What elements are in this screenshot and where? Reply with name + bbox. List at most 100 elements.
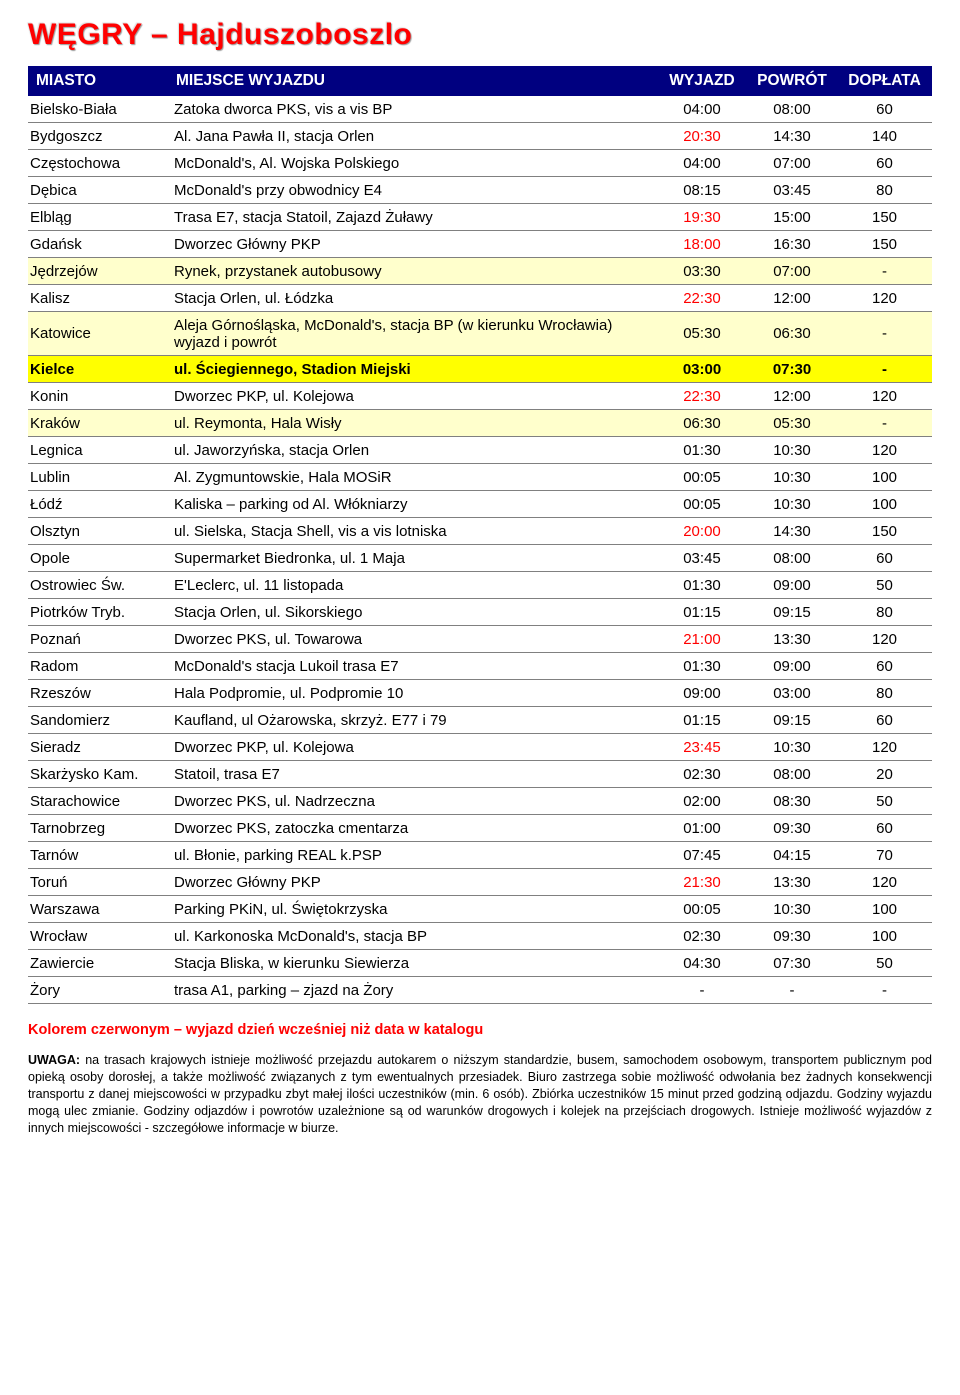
- cell-doplata: 120: [837, 437, 932, 464]
- cell-miasto: Sieradz: [28, 734, 168, 761]
- table-row: ElblągTrasa E7, stacja Statoil, Zajazd Ż…: [28, 204, 932, 231]
- cell-powrot: 03:00: [747, 680, 837, 707]
- cell-doplata: 100: [837, 923, 932, 950]
- cell-miasto: Piotrków Tryb.: [28, 599, 168, 626]
- cell-powrot: 10:30: [747, 896, 837, 923]
- cell-miejsce: trasa A1, parking – zjazd na Żory: [168, 977, 657, 1004]
- cell-miejsce: E'Leclerc, ul. 11 listopada: [168, 572, 657, 599]
- cell-powrot: 07:00: [747, 150, 837, 177]
- table-row: KaliszStacja Orlen, ul. Łódzka22:3012:00…: [28, 285, 932, 312]
- cell-wyjazd: 23:45: [657, 734, 747, 761]
- table-row: TarnobrzegDworzec PKS, zatoczka cmentarz…: [28, 815, 932, 842]
- cell-doplata: 100: [837, 896, 932, 923]
- cell-powrot: 09:30: [747, 815, 837, 842]
- cell-miejsce: Stacja Bliska, w kierunku Siewierza: [168, 950, 657, 977]
- cell-miasto: Warszawa: [28, 896, 168, 923]
- cell-miasto: Kraków: [28, 410, 168, 437]
- cell-miasto: Kalisz: [28, 285, 168, 312]
- cell-wyjazd: 09:00: [657, 680, 747, 707]
- cell-miasto: Skarżysko Kam.: [28, 761, 168, 788]
- col-miejsce: MIEJSCE WYJAZDU: [168, 66, 657, 96]
- cell-miasto: Kielce: [28, 356, 168, 383]
- cell-miejsce: Stacja Orlen, ul. Łódzka: [168, 285, 657, 312]
- table-body: Bielsko-BiałaZatoka dworca PKS, vis a vi…: [28, 96, 932, 1004]
- cell-powrot: 03:45: [747, 177, 837, 204]
- cell-powrot: 07:00: [747, 258, 837, 285]
- cell-miejsce: McDonald's przy obwodnicy E4: [168, 177, 657, 204]
- cell-miejsce: Kaliska – parking od Al. Włókniarzy: [168, 491, 657, 518]
- cell-miejsce: Dworzec PKS, ul. Nadrzeczna: [168, 788, 657, 815]
- cell-miasto: Lublin: [28, 464, 168, 491]
- cell-doplata: 140: [837, 123, 932, 150]
- cell-powrot: 09:30: [747, 923, 837, 950]
- cell-miejsce: Al. Jana Pawła II, stacja Orlen: [168, 123, 657, 150]
- cell-doplata: 50: [837, 950, 932, 977]
- cell-miasto: Olsztyn: [28, 518, 168, 545]
- cell-miasto: Poznań: [28, 626, 168, 653]
- col-miasto: MIASTO: [28, 66, 168, 96]
- table-row: Piotrków Tryb.Stacja Orlen, ul. Sikorski…: [28, 599, 932, 626]
- cell-miejsce: Dworzec Główny PKP: [168, 231, 657, 258]
- cell-wyjazd: 03:45: [657, 545, 747, 572]
- cell-doplata: -: [837, 258, 932, 285]
- cell-wyjazd: 04:30: [657, 950, 747, 977]
- cell-wyjazd: 05:30: [657, 312, 747, 356]
- cell-powrot: 12:00: [747, 383, 837, 410]
- cell-doplata: 60: [837, 150, 932, 177]
- table-row: LublinAl. Zygmuntowskie, Hala MOSiR00:05…: [28, 464, 932, 491]
- cell-wyjazd: 08:15: [657, 177, 747, 204]
- cell-miasto: Toruń: [28, 869, 168, 896]
- table-row: Ostrowiec Św.E'Leclerc, ul. 11 listopada…: [28, 572, 932, 599]
- cell-powrot: 14:30: [747, 518, 837, 545]
- table-row: WarszawaParking PKiN, ul. Świętokrzyska0…: [28, 896, 932, 923]
- cell-powrot: 08:30: [747, 788, 837, 815]
- cell-miejsce: ul. Karkonoska McDonald's, stacja BP: [168, 923, 657, 950]
- cell-wyjazd: 03:30: [657, 258, 747, 285]
- cell-wyjazd: 04:00: [657, 96, 747, 123]
- cell-powrot: 10:30: [747, 437, 837, 464]
- cell-wyjazd: 00:05: [657, 491, 747, 518]
- table-row: Olsztynul. Sielska, Stacja Shell, vis a …: [28, 518, 932, 545]
- cell-doplata: 80: [837, 177, 932, 204]
- cell-doplata: 120: [837, 383, 932, 410]
- cell-powrot: 09:15: [747, 707, 837, 734]
- col-powrot: POWRÓT: [747, 66, 837, 96]
- cell-doplata: 60: [837, 653, 932, 680]
- cell-miejsce: McDonald's stacja Lukoil trasa E7: [168, 653, 657, 680]
- cell-wyjazd: 21:00: [657, 626, 747, 653]
- cell-miejsce: Dworzec PKS, zatoczka cmentarza: [168, 815, 657, 842]
- cell-miejsce: ul. Jaworzyńska, stacja Orlen: [168, 437, 657, 464]
- cell-miasto: Starachowice: [28, 788, 168, 815]
- cell-wyjazd: 06:30: [657, 410, 747, 437]
- cell-miejsce: Zatoka dworca PKS, vis a vis BP: [168, 96, 657, 123]
- cell-wyjazd: 00:05: [657, 896, 747, 923]
- cell-powrot: 09:00: [747, 653, 837, 680]
- page-title: WĘGRY – Hajduszoboszlo: [28, 18, 932, 52]
- cell-doplata: -: [837, 312, 932, 356]
- cell-miejsce: Al. Zygmuntowskie, Hala MOSiR: [168, 464, 657, 491]
- cell-wyjazd: 22:30: [657, 285, 747, 312]
- table-row: KoninDworzec PKP, ul. Kolejowa22:3012:00…: [28, 383, 932, 410]
- cell-powrot: 08:00: [747, 761, 837, 788]
- table-row: Wrocławul. Karkonoska McDonald's, stacja…: [28, 923, 932, 950]
- cell-powrot: 13:30: [747, 626, 837, 653]
- cell-miasto: Elbląg: [28, 204, 168, 231]
- cell-miejsce: Hala Podpromie, ul. Podpromie 10: [168, 680, 657, 707]
- cell-miejsce: Dworzec PKP, ul. Kolejowa: [168, 734, 657, 761]
- cell-wyjazd: 21:30: [657, 869, 747, 896]
- cell-miejsce: Dworzec PKS, ul. Towarowa: [168, 626, 657, 653]
- cell-doplata: 60: [837, 707, 932, 734]
- table-row: Legnicaul. Jaworzyńska, stacja Orlen01:3…: [28, 437, 932, 464]
- schedule-table: MIASTO MIEJSCE WYJAZDU WYJAZD POWRÓT DOP…: [28, 66, 932, 1004]
- table-row: Skarżysko Kam.Statoil, trasa E702:3008:0…: [28, 761, 932, 788]
- table-row: SieradzDworzec PKP, ul. Kolejowa23:4510:…: [28, 734, 932, 761]
- cell-wyjazd: 07:45: [657, 842, 747, 869]
- table-header: MIASTO MIEJSCE WYJAZDU WYJAZD POWRÓT DOP…: [28, 66, 932, 96]
- cell-wyjazd: 01:15: [657, 707, 747, 734]
- cell-powrot: 16:30: [747, 231, 837, 258]
- table-row: StarachowiceDworzec PKS, ul. Nadrzeczna 0…: [28, 788, 932, 815]
- table-row: GdańskDworzec Główny PKP18:0016:30150: [28, 231, 932, 258]
- cell-wyjazd: 19:30: [657, 204, 747, 231]
- cell-wyjazd: 03:00: [657, 356, 747, 383]
- cell-miasto: Dębica: [28, 177, 168, 204]
